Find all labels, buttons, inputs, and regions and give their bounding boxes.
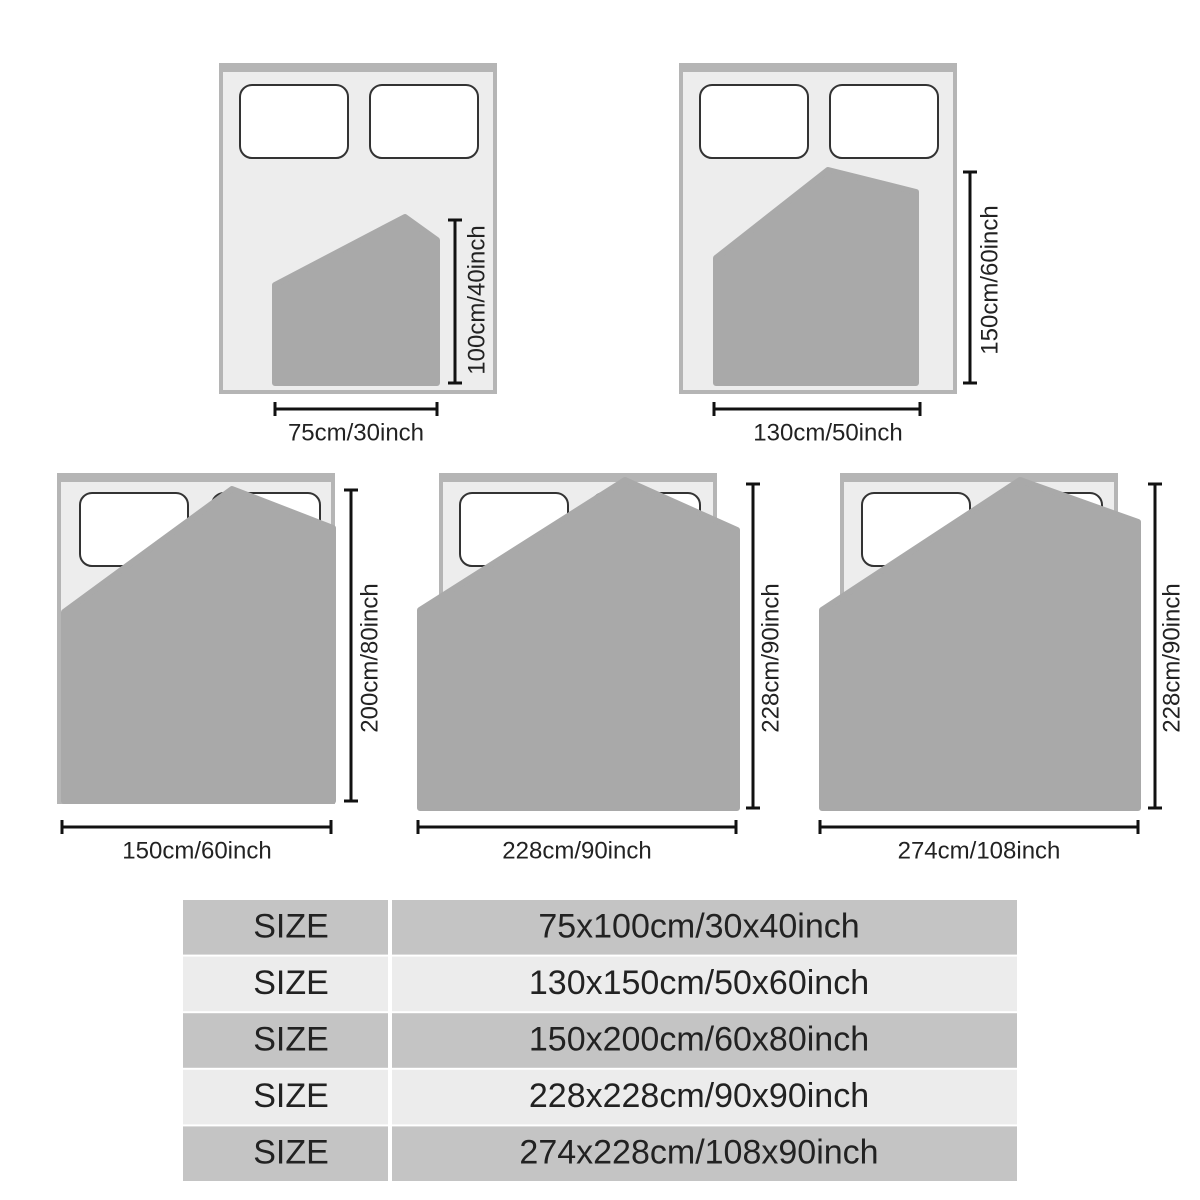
size-key: SIZE: [253, 1134, 329, 1172]
table-cell: [392, 1013, 1017, 1068]
pillow: [239, 84, 349, 159]
size-value: 75x100cm/30x40inch: [538, 907, 859, 945]
table-cell: [392, 1126, 1017, 1181]
table-cell: [392, 900, 1017, 955]
height-label: 228cm/90inch: [1158, 583, 1185, 732]
size-key: SIZE: [253, 1020, 329, 1058]
pillow: [699, 84, 809, 159]
width-label: 228cm/90inch: [502, 837, 651, 864]
height-label: 100cm/40inch: [463, 225, 490, 374]
blanket: [61, 486, 336, 804]
height-label: 200cm/80inch: [356, 583, 383, 732]
size-key: SIZE: [253, 1077, 329, 1115]
size-value: 130x150cm/50x60inch: [529, 964, 869, 1002]
table-cell: [183, 900, 388, 955]
width-label: 150cm/60inch: [122, 837, 271, 864]
table-cell: [392, 956, 1017, 1012]
size-key: SIZE: [253, 907, 329, 945]
width-label: 130cm/50inch: [753, 419, 902, 446]
blanket: [819, 477, 1141, 811]
width-label: 274cm/108inch: [898, 837, 1061, 864]
pillow: [369, 84, 479, 159]
table-cell: [392, 1069, 1017, 1125]
width-label: 75cm/30inch: [288, 419, 424, 446]
table-cell: [183, 956, 388, 1012]
table-cell: [183, 1126, 388, 1181]
size-value: 228x228cm/90x90inch: [529, 1077, 869, 1115]
blanket: [272, 214, 440, 386]
table-cell: [183, 1013, 388, 1068]
pillow: [829, 84, 939, 159]
size-value: 274x228cm/108x90inch: [519, 1134, 878, 1172]
size-value: 150x200cm/60x80inch: [529, 1020, 869, 1058]
height-label: 228cm/90inch: [757, 583, 784, 732]
blanket: [417, 477, 740, 811]
size-key: SIZE: [253, 964, 329, 1002]
table-cell: [183, 1069, 388, 1125]
height-label: 150cm/60inch: [976, 205, 1003, 354]
blanket: [713, 167, 919, 386]
